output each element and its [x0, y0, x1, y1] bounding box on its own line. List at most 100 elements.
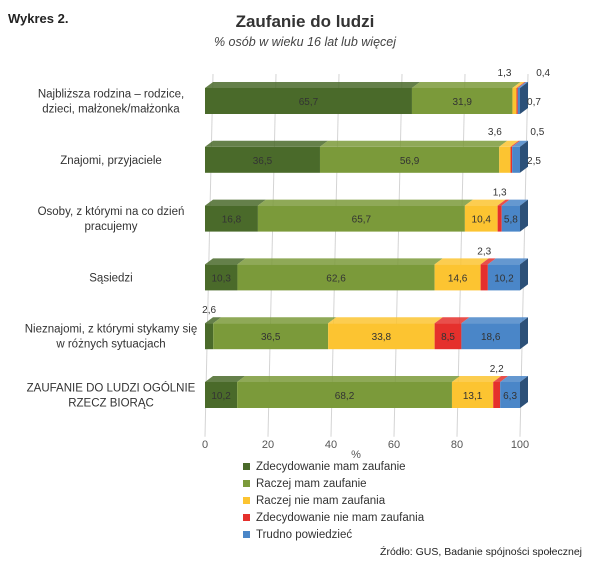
tick-label: 0 [202, 439, 208, 451]
data-label: 68,2 [335, 391, 355, 402]
data-label: 65,7 [299, 97, 319, 108]
bar-top-face [205, 199, 266, 206]
bar-segment [205, 205, 258, 232]
bar-segment [487, 264, 520, 291]
bar-side-face [520, 199, 528, 232]
bar-segment [237, 264, 435, 291]
bar-top-face [328, 317, 443, 324]
data-label: 65,7 [352, 215, 372, 226]
bar-top-face [434, 258, 489, 265]
bar-segment [205, 88, 412, 114]
category-label: Sąsiedzi [89, 272, 132, 284]
bar-segment [205, 323, 214, 350]
category-label: RZECZ BIORĄC [68, 398, 154, 410]
bar-top-face [499, 140, 519, 147]
bar-top-face [461, 317, 528, 324]
legend-swatch [243, 514, 250, 521]
data-label: 36,5 [261, 332, 281, 343]
bar-segment [500, 382, 520, 408]
bar-top-face [500, 376, 528, 382]
bar-segment [205, 382, 238, 408]
bar-top-face [510, 140, 521, 147]
data-label: 10,4 [472, 215, 492, 226]
bar-top-face [512, 82, 525, 88]
bar-top-face [497, 199, 510, 206]
category-label: pracujemy [84, 221, 137, 233]
data-label: 31,9 [452, 97, 472, 108]
bar-segment [434, 323, 462, 350]
bar-segment [257, 205, 465, 232]
bars: 65,7 31,9 1,3 0,4 0,7 36,5 56,9 3,6 0,5 2,5 16,8 65… [202, 68, 551, 408]
legend: Zdecydowanie mam zaufanie Raczej mam zauf… [243, 461, 425, 541]
data-label: 6,3 [503, 391, 517, 402]
legend-swatch [243, 531, 250, 538]
category-label: w różnych sytuacjach [55, 339, 165, 351]
data-label: 10,3 [211, 273, 231, 284]
bar-segment [461, 323, 520, 350]
tick-label: 20 [262, 439, 274, 451]
bar-segment [512, 88, 517, 114]
tick-label: 100 [511, 439, 529, 451]
data-label: 2,5 [527, 156, 541, 167]
bar-top-face [411, 82, 521, 88]
category-label: Najbliższa rodzina – rodzice, [38, 89, 184, 101]
x-axis-ticks: 0 20 40 60 80 100 [202, 439, 529, 451]
source-note: Źródło: GUS, Badanie spójności społeczne… [380, 545, 582, 558]
data-label: 18,6 [481, 332, 501, 343]
data-label: 14,6 [448, 273, 468, 284]
data-label: 8,5 [441, 332, 455, 343]
legend-swatch [243, 463, 250, 470]
legend-label: Raczej nie mam zaufania [256, 495, 386, 507]
bar-top-face [205, 376, 246, 382]
bar-segment [237, 382, 452, 408]
chart-title: Zaufanie do ludzi [236, 12, 375, 31]
data-label: 0,4 [536, 68, 550, 79]
data-label: 5,8 [504, 215, 518, 226]
data-label: 1,3 [498, 68, 512, 79]
category-label: Osoby, z którymi na co dzień [38, 206, 185, 218]
bar-segment [434, 264, 481, 291]
bar-segment [517, 88, 520, 114]
data-label: 2,3 [477, 246, 491, 257]
bar-top-face [257, 199, 473, 206]
data-label: 10,2 [211, 391, 231, 402]
tick-label: 80 [451, 439, 463, 451]
bar-top-face [237, 376, 460, 382]
bar-segment [319, 146, 500, 173]
bar-segment [205, 146, 320, 173]
bar-segment [497, 205, 502, 232]
bar-segment [205, 264, 238, 291]
bar-top-face [517, 82, 528, 88]
bar-top-face [205, 317, 222, 324]
legend-label: Zdecydowanie mam zaufanie [256, 461, 406, 473]
data-label: 2,2 [490, 364, 504, 375]
bar-segment [493, 382, 501, 408]
bar-top-face [205, 258, 246, 265]
bar-top-face [205, 82, 420, 88]
legend-label: Zdecydowanie nie mam zaufania [256, 512, 425, 524]
data-label: 0,5 [530, 127, 544, 138]
bar-top-face [434, 317, 470, 324]
chart-subtitle: % osób w wieku 16 lat lub więcej [214, 35, 397, 49]
bar-segment [451, 382, 494, 408]
legend-swatch [243, 497, 250, 504]
data-label: 36,5 [253, 156, 273, 167]
bar-top-face [319, 140, 508, 147]
gridline [204, 73, 214, 437]
tick-label: 60 [388, 439, 400, 451]
category-label: Nieznajomi, z którymi stykamy się [25, 324, 198, 336]
bar-top-face [501, 199, 528, 206]
category-label: Znajomi, przyjaciele [60, 155, 162, 167]
category-label: ZAUFANIE DO LUDZI OGÓLNIE [27, 382, 196, 395]
bar-segment [411, 88, 513, 114]
bar-side-face [520, 376, 528, 408]
bar-side-face [520, 82, 528, 114]
x-axis-label: % [351, 449, 361, 461]
bar-side-face [520, 258, 528, 291]
bar-side-face [520, 317, 528, 350]
bar-segment [464, 205, 498, 232]
data-label: 33,8 [372, 332, 392, 343]
data-label: 56,9 [400, 156, 420, 167]
data-label: 13,1 [463, 391, 483, 402]
